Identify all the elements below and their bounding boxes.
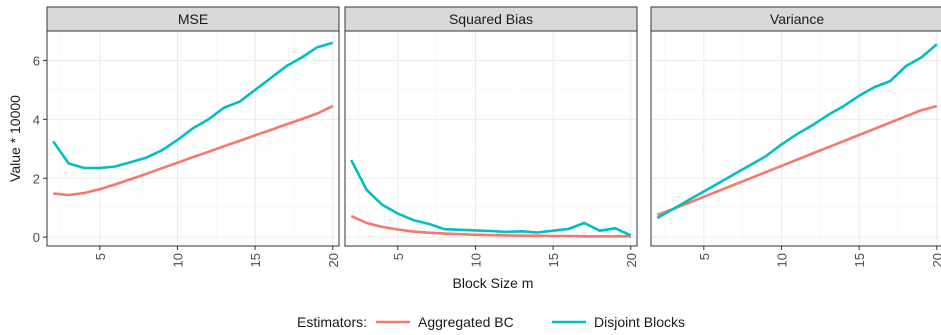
legend-label: Disjoint Blocks xyxy=(594,314,685,330)
facet-strip xyxy=(650,6,941,32)
series-line-aggregated-bc xyxy=(53,104,334,197)
facet-title: MSE xyxy=(178,11,208,27)
x-tick-label: 10 xyxy=(774,253,789,267)
x-tick-label: 15 xyxy=(852,253,867,267)
series-line-disjoint-blocks xyxy=(52,41,334,170)
y-tick-label: 0 xyxy=(33,230,40,245)
panel-border xyxy=(650,30,941,247)
y-tick-label: 6 xyxy=(33,53,40,68)
facet-strip xyxy=(344,6,638,32)
panel-border xyxy=(46,30,340,247)
x-tick-label: 15 xyxy=(248,253,263,267)
series-line-disjoint-blocks xyxy=(656,43,938,220)
legend-label: Aggregated BC xyxy=(418,314,514,330)
y-axis-title: Value * 10000 xyxy=(7,95,23,182)
series-line-disjoint-blocks xyxy=(350,159,632,237)
x-tick-label: 20 xyxy=(326,253,341,267)
panel-border xyxy=(344,30,638,247)
series-line-aggregated-bc xyxy=(656,104,938,217)
legend-title: Estimators: xyxy=(297,314,367,330)
x-tick-label: 5 xyxy=(391,253,406,260)
y-tick-label: 4 xyxy=(33,112,40,127)
panel-background xyxy=(651,31,941,246)
facet-title: Variance xyxy=(770,11,824,27)
y-tick-label: 2 xyxy=(33,171,40,186)
series-line-aggregated-bc xyxy=(350,214,631,238)
x-axis-title: Block Size m xyxy=(453,275,534,291)
x-tick-label: 15 xyxy=(546,253,561,267)
x-tick-label: 5 xyxy=(697,253,712,260)
facet-strip xyxy=(46,6,340,32)
x-tick-label: 10 xyxy=(170,253,185,267)
panel-background xyxy=(47,31,339,246)
panel-background xyxy=(345,31,637,246)
x-tick-label: 5 xyxy=(93,253,108,260)
x-tick-label: 20 xyxy=(624,253,639,267)
x-tick-label: 10 xyxy=(468,253,483,267)
facet-title: Squared Bias xyxy=(449,11,533,27)
x-tick-label: 20 xyxy=(930,253,941,267)
